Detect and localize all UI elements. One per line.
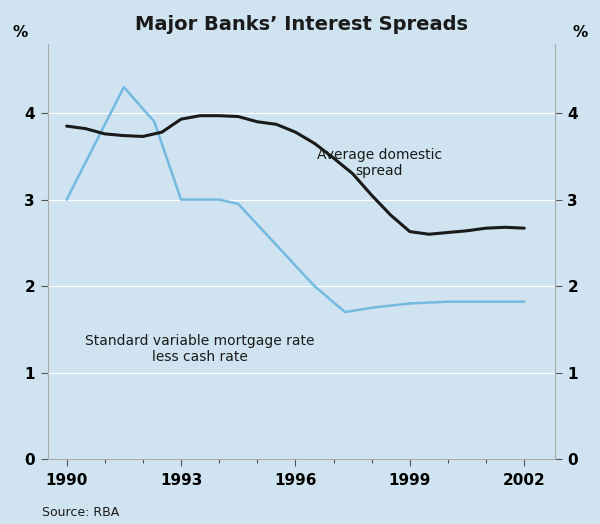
Text: Standard variable mortgage rate
less cash rate: Standard variable mortgage rate less cas… (85, 334, 315, 364)
Text: Average domestic
spread: Average domestic spread (317, 148, 442, 178)
Text: %: % (572, 25, 588, 40)
Title: Major Banks’ Interest Spreads: Major Banks’ Interest Spreads (134, 15, 467, 34)
Text: Source: RBA: Source: RBA (42, 506, 119, 519)
Text: %: % (12, 25, 27, 40)
